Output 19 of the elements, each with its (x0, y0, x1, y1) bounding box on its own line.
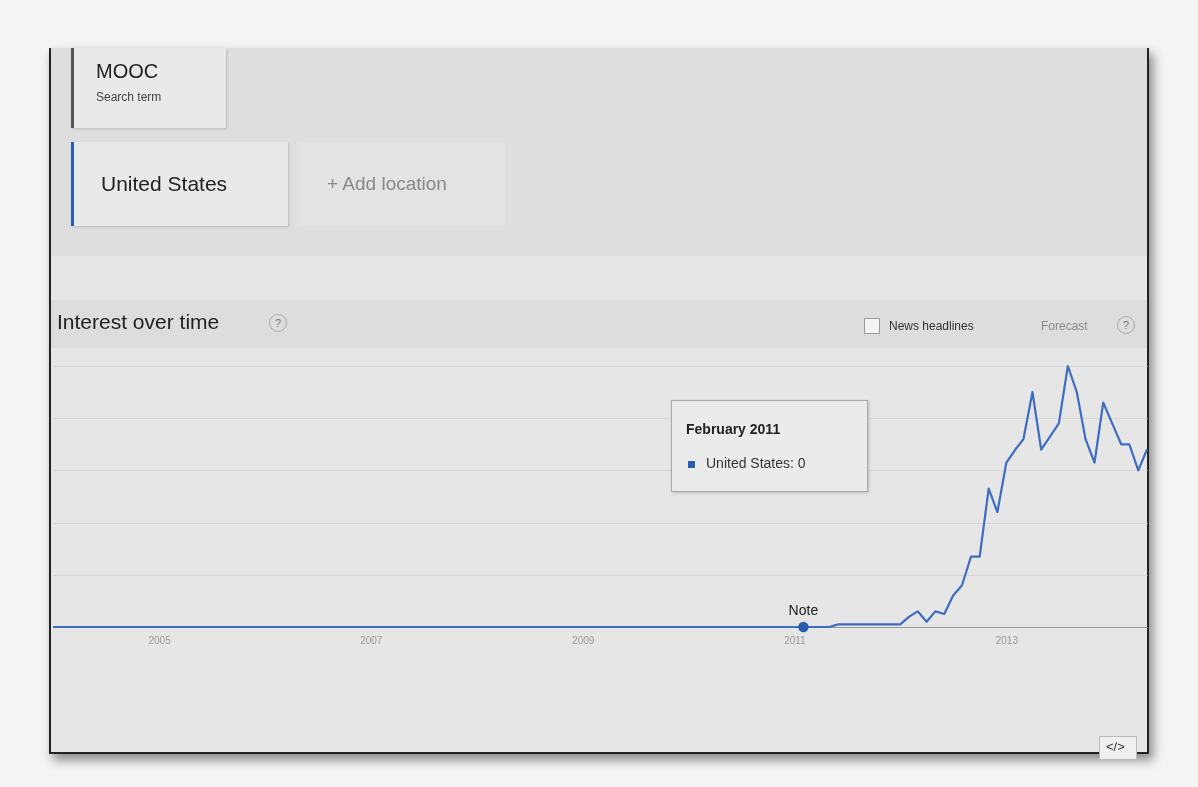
annotation: February 2011 (686, 421, 781, 437)
text: ? (269, 314, 287, 332)
x-tick-label: 2009 (572, 634, 595, 646)
text: United States (101, 172, 228, 196)
annotation: Note (788, 602, 819, 618)
text: ? (1117, 316, 1135, 334)
text: Forecast (1041, 319, 1088, 333)
annotation: United States: 0 (706, 455, 806, 471)
tooltip-box: February 2011 United States: 0 (671, 400, 868, 492)
x-tick-label: 2013 (995, 634, 1019, 646)
text: MOOC (96, 60, 159, 83)
chart-title: Interest over time (57, 310, 220, 334)
text: </> (1106, 739, 1125, 754)
x-tick-label: 2005 (148, 634, 172, 646)
x-tick-label: 2007 (360, 634, 383, 646)
text: + Add location (327, 173, 447, 195)
x-tick-label: 2011 (784, 634, 807, 646)
text: Search term (96, 90, 162, 104)
text: News headlines (889, 319, 974, 333)
